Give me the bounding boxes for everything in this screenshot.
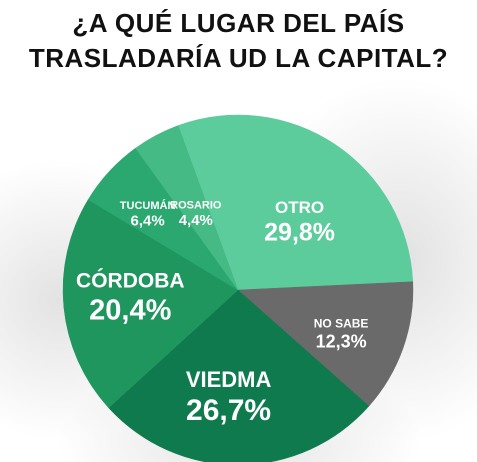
- slice-label-no-sabe: NO SABE: [314, 317, 369, 331]
- slice-label-otro: OTRO: [275, 198, 324, 217]
- slice-label-tucuman: TUCUMÁN: [120, 199, 176, 212]
- pie-slice-cordoba: [62, 199, 239, 409]
- slice-value-cordoba: 20,4%: [89, 294, 171, 326]
- slice-value-no-sabe: 12,3%: [316, 331, 367, 351]
- title-line-1: ¿A QUÉ LUGAR DEL PAÍS: [72, 8, 405, 38]
- pie-slice-rosario: [135, 125, 239, 291]
- slice-value-tucuman: 6,4%: [130, 212, 164, 229]
- slice-label-viedma: VIEDMA: [186, 367, 272, 392]
- title-line-2: TRASLADARÍA UD LA CAPITAL?: [28, 43, 449, 73]
- chart-title: ¿A QUÉ LUGAR DEL PAÍS TRASLADARÍA UD LA …: [0, 6, 477, 76]
- slice-value-rosario: 4,4%: [179, 212, 213, 229]
- pie-slice-no-sabe: [237, 281, 414, 407]
- pie-slice-otro: [177, 114, 414, 291]
- pie-slice-viedma: [108, 289, 370, 462]
- slice-label-rosario: ROSARIO: [170, 200, 222, 212]
- slice-value-viedma: 26,7%: [186, 394, 271, 427]
- slice-value-otro: 29,8%: [264, 218, 335, 246]
- slice-label-cordoba: CÓRDOBA: [76, 268, 185, 292]
